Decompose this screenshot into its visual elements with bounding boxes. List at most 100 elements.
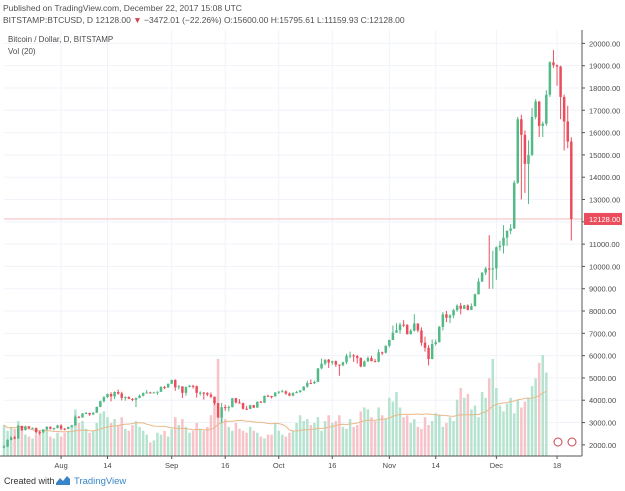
candle-body	[502, 237, 505, 246]
candle-body	[316, 368, 320, 382]
volume-bar	[320, 430, 323, 456]
candle	[134, 397, 138, 408]
candle	[284, 390, 288, 395]
volume-bar	[298, 415, 302, 456]
candle	[152, 391, 156, 394]
candle-body	[459, 305, 462, 309]
candle-body	[52, 428, 56, 430]
candle	[124, 396, 127, 401]
candle-body	[477, 281, 480, 295]
candle-body	[109, 393, 113, 397]
candle-body	[134, 398, 138, 400]
volume-bar	[448, 417, 452, 456]
candle	[373, 358, 377, 363]
candle	[541, 121, 545, 138]
candle	[195, 385, 198, 398]
candle	[234, 397, 238, 404]
volume-bar	[231, 430, 234, 456]
candle-body	[34, 427, 38, 433]
volume-bar	[149, 442, 152, 456]
volume-bar	[259, 436, 263, 456]
volume-bar	[345, 428, 348, 456]
candle-body	[256, 401, 259, 408]
volume-bar	[45, 428, 49, 456]
candle	[427, 345, 430, 366]
y-tick-label: 13000.00	[589, 196, 620, 205]
header: Published on TradingView.com, December 2…	[0, 0, 625, 30]
candle-body	[102, 397, 106, 402]
volume-bar	[206, 426, 209, 456]
candle	[480, 272, 484, 282]
candle-body	[455, 305, 459, 311]
candle-body	[413, 323, 416, 331]
candle-body	[516, 119, 520, 183]
candle	[31, 427, 34, 430]
volume-bar	[402, 417, 405, 456]
candle-body	[166, 383, 170, 388]
candle	[459, 302, 462, 315]
candle-body	[152, 392, 156, 394]
volume-bar	[209, 415, 213, 456]
volume-bar	[438, 415, 441, 456]
candle	[95, 406, 99, 413]
last-price-tag-label: 12128.00	[589, 215, 620, 224]
candle	[562, 94, 566, 151]
x-tick-label: Sep	[165, 461, 178, 470]
volume-bar	[9, 426, 13, 456]
candle	[145, 389, 148, 394]
candle-body	[391, 332, 395, 341]
candle-body	[195, 386, 198, 393]
candle	[570, 137, 573, 241]
volume-bar	[306, 419, 309, 456]
symbol-quote-row: BITSTAMP:BTCUSD, D 12128.00 ▼ −3472.01 (…	[3, 15, 405, 25]
candle-body	[295, 391, 298, 394]
candle	[56, 424, 59, 429]
candle-body	[116, 391, 120, 394]
candle	[34, 427, 38, 435]
candle-body	[88, 412, 91, 415]
last-price-tag	[584, 212, 622, 225]
candle	[502, 225, 505, 254]
candle-body	[156, 391, 159, 393]
candle	[45, 426, 49, 430]
volume-bar	[84, 428, 88, 456]
candle	[252, 404, 256, 409]
candle	[359, 357, 363, 368]
candle-body	[241, 403, 245, 409]
candle	[38, 430, 41, 435]
flag-marker-icon	[567, 437, 577, 447]
candle-body	[59, 425, 63, 429]
candle-body	[566, 121, 569, 142]
volume-bar	[38, 430, 41, 456]
price-chart[interactable]: 2000.00 3000.00 4000.00 5000.00 6000.00 7000.…	[0, 30, 625, 471]
candle-body	[452, 310, 455, 316]
volume-bar	[56, 432, 59, 456]
published-info: Published on TradingView.com, December 2…	[3, 3, 242, 13]
volume-bar	[495, 388, 498, 456]
volume-bar	[388, 397, 391, 456]
candle	[270, 395, 273, 399]
volume-bar	[430, 421, 434, 456]
candle-body	[562, 96, 566, 122]
candle	[487, 235, 491, 289]
y-tick-label: 19000.00	[589, 62, 620, 71]
candle-body	[234, 398, 238, 403]
candle	[363, 360, 366, 367]
candle-body	[263, 395, 266, 403]
candle-body	[466, 305, 470, 310]
candle	[377, 349, 380, 363]
tradingview-brand[interactable]: TradingView	[74, 476, 127, 487]
candle-body	[423, 342, 427, 348]
candle	[116, 389, 120, 395]
candle-body	[216, 403, 220, 418]
candle-body	[41, 429, 45, 433]
candle	[552, 50, 555, 68]
candle-body	[545, 94, 548, 124]
volume-bar	[91, 430, 95, 456]
volume-bar	[102, 411, 106, 456]
candle	[313, 380, 316, 384]
chart-frame[interactable]: 2000.00 3000.00 4000.00 5000.00 6000.00 7000.…	[0, 30, 625, 471]
candle	[388, 339, 391, 348]
candle	[288, 392, 291, 397]
volume-bar	[537, 362, 541, 456]
